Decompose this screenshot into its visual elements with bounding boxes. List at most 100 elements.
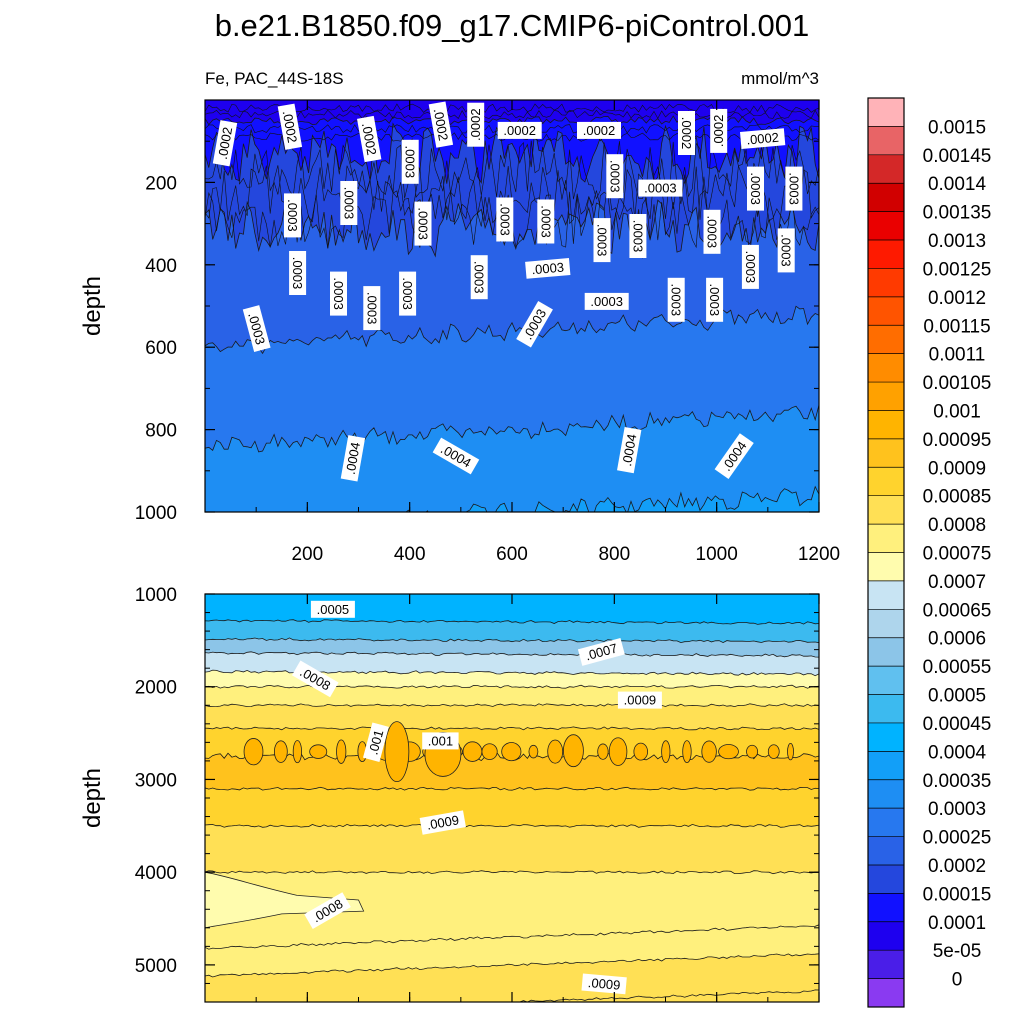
contour-label: .0007: [577, 638, 625, 666]
colorbar-label: 0.00125: [923, 259, 992, 280]
contour-patch: [205, 871, 365, 929]
contour-line: [205, 786, 819, 791]
contour-label: .0002: [678, 111, 695, 155]
contour-label: .0003: [516, 300, 553, 348]
contour-label-text: .0003: [748, 172, 763, 205]
contour-label: .001: [362, 722, 389, 763]
colorbar-label: 0.00115: [923, 316, 990, 337]
colorbar-label: 0.00065: [923, 600, 992, 621]
contour-label-text: .0003: [779, 234, 794, 267]
contour-label-text: .0003: [607, 160, 622, 193]
contour-label: .0003: [706, 277, 724, 322]
y-tick-label: 5000: [135, 956, 177, 977]
contour-label: .0003: [747, 166, 764, 211]
contour-label: .0003: [525, 258, 571, 279]
colorbar-label: 0.00135: [923, 203, 992, 224]
colorbar-label: 0.00105: [923, 373, 992, 394]
colorbar-label: 5e-05: [933, 941, 982, 962]
contour-line: [205, 404, 819, 453]
colorbar-segment: [868, 524, 904, 553]
contour-label: .0002: [497, 121, 542, 139]
contour-line: [205, 684, 819, 689]
colorbar-segment: [868, 836, 904, 866]
contour-patch: [682, 740, 692, 764]
contour-label-text: .0003: [416, 207, 431, 240]
contour-label-text: .0002: [503, 123, 536, 138]
colorbar-segment: [868, 779, 904, 809]
colorbar-segment: [868, 325, 904, 355]
contour-band: [205, 404, 819, 512]
colorbar-segment: [868, 978, 904, 1008]
contour-label: .0002: [577, 121, 621, 139]
contour-line: [205, 651, 819, 658]
colorbar-label: 0.00085: [923, 487, 992, 508]
colorbar-label: 0.0011: [929, 345, 986, 366]
contour-label-text: .0002: [215, 126, 235, 161]
contour-line: [205, 823, 819, 828]
colorbar-segment: [868, 438, 904, 468]
lower-panel: .0005.0007.0008.0009.001.001.0009.0008.0…: [79, 585, 820, 1003]
contour-label-text: .0005: [317, 602, 350, 617]
y-axis-label: depth: [79, 276, 106, 336]
contour-label: .0002: [710, 108, 728, 153]
contour-label-text: .0003: [290, 257, 305, 290]
colorbar-segment: [868, 893, 904, 923]
contour-label-text: .0009: [624, 693, 657, 708]
contour-patch: [608, 737, 628, 766]
contour-label: .0002: [212, 120, 238, 167]
contour-label-text: .0002: [431, 107, 451, 142]
colorbar-label: 0.00035: [923, 771, 992, 792]
contour-patch: [661, 740, 671, 764]
colorbar-segment: [868, 467, 904, 497]
colorbar-frame: [867, 97, 905, 1008]
contour-label: .0003: [330, 271, 347, 316]
contour-patch: [633, 742, 649, 761]
contour-label-text: .0003: [331, 277, 346, 310]
contour-label: .0004: [617, 426, 642, 474]
contour-patch: [462, 741, 483, 762]
contour-label: .0003: [777, 228, 795, 273]
colorbar-segment: [868, 921, 904, 951]
contour-label: .0003: [741, 244, 759, 289]
contour-label: .0009: [419, 810, 466, 835]
contour-label-text: .0003: [707, 284, 722, 317]
colorbar-label: 0: [952, 970, 963, 991]
colorbar-label: 0.00075: [923, 544, 992, 565]
colorbar-segment: [868, 808, 904, 838]
contour-label: .0003: [363, 286, 381, 331]
colorbar-label: 0.0003: [928, 799, 986, 820]
contour-patch: [597, 743, 609, 760]
contour-patch: [273, 740, 288, 763]
contour-label: .0003: [584, 292, 629, 310]
contour-label-text: .0002: [679, 117, 694, 150]
contour-label-text: .0003: [531, 260, 565, 278]
contour-band: [205, 953, 819, 1002]
contour-label-text: .0003: [538, 205, 553, 238]
contour-patch: [481, 743, 498, 760]
contour-label-text: .0003: [403, 146, 418, 179]
contour-patch: [718, 744, 739, 760]
x-tick-label: 200: [291, 544, 323, 565]
colorbar-label: 0.0014: [928, 174, 987, 195]
contour-line: [205, 924, 819, 950]
contour-line: [205, 726, 819, 731]
colorbar-label: 0.0015: [928, 117, 986, 138]
contour-line: [205, 703, 819, 708]
contour-label-text: .0003: [472, 261, 487, 294]
colorbar-segment: [868, 864, 904, 894]
y-tick-label: 800: [145, 421, 177, 442]
y-tick-label: 1000: [135, 585, 177, 606]
colorbar-segment: [868, 666, 904, 696]
colorbar-segment: [868, 694, 904, 724]
contour-label-text: .0003: [595, 224, 610, 257]
colorbar-label: 0.00025: [923, 828, 992, 849]
contour-label-text: .0003: [669, 284, 684, 317]
colorbar-segment: [868, 268, 904, 298]
colorbar-segment: [868, 410, 904, 440]
contour-label: .0003: [537, 199, 555, 244]
contour-label: .0002: [428, 101, 454, 148]
contour-label-text: .0003: [786, 172, 801, 205]
chart-title: b.e21.B1850.f09_g17.CMIP6-piControl.001: [215, 8, 810, 43]
colorbar-segment: [868, 183, 904, 213]
colorbar-segment: [868, 240, 904, 269]
